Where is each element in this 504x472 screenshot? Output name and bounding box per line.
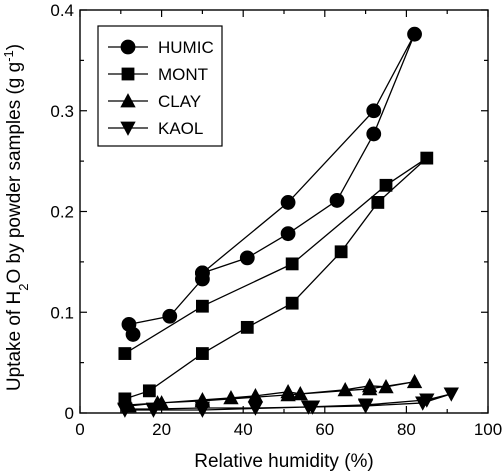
data-point-humic: [194, 265, 210, 281]
data-point-mont: [379, 178, 393, 192]
data-point-mont: [195, 299, 209, 313]
data-point-humic: [366, 103, 382, 119]
data-point-mont: [285, 257, 299, 271]
x-axis-label: Relative humidity (%): [194, 451, 374, 472]
data-point-humic: [280, 226, 296, 242]
axes-layer: 0 20 40 60 80 100 0 0.1 0.2 0.3 0.4: [50, 1, 502, 439]
legend-marker-humic: [120, 39, 136, 55]
data-point-clay: [280, 387, 296, 402]
legend-label-kaol: KAOL: [158, 119, 203, 138]
series-humic: [121, 26, 422, 342]
series-line-mont: [124, 157, 428, 400]
y-tick-label: 0.2: [50, 203, 74, 222]
y-axis-label-sup: -1: [1, 50, 16, 62]
legend-marker-clay: [120, 93, 136, 108]
y-tick-label: 0.3: [50, 102, 74, 121]
legend-label-humic: HUMIC: [158, 38, 214, 57]
legend-label-clay: CLAY: [158, 92, 201, 111]
y-tick-label: 0.1: [50, 303, 74, 322]
data-point-clay: [223, 390, 239, 405]
data-point-kaol: [357, 398, 374, 413]
data-point-clay: [362, 380, 378, 396]
x-tick-label: 80: [397, 420, 416, 439]
x-tick-label: 100: [474, 420, 502, 439]
data-point-mont: [420, 151, 434, 165]
series-line-kaol: [124, 393, 452, 411]
y-tick-label: 0: [65, 404, 74, 423]
data-point-kaol: [247, 401, 264, 416]
series-line-clay: [128, 381, 415, 407]
series-layer: [117, 26, 459, 418]
data-point-humic: [121, 316, 137, 332]
y-axis-label-part-3: ): [4, 44, 25, 50]
x-tick-label: 0: [75, 420, 84, 439]
data-point-kaol: [117, 403, 133, 418]
data-point-mont: [334, 245, 348, 259]
data-point-mont: [371, 196, 385, 209]
series-kaol: [117, 387, 459, 418]
legend-label-mont: MONT: [158, 65, 208, 84]
legend-marker-mont: [121, 67, 135, 81]
y-axis-label-sub: 2: [16, 284, 31, 291]
data-point-clay: [337, 381, 353, 397]
y-axis-label-part-1: Uptake of H: [4, 291, 25, 391]
data-point-kaol: [300, 400, 317, 415]
data-point-humic: [407, 26, 422, 42]
data-point-humic: [366, 126, 382, 142]
data-point-humic: [280, 195, 296, 210]
data-point-mont: [285, 296, 299, 310]
legend-marker-kaol: [120, 121, 136, 136]
data-point-humic: [239, 250, 255, 266]
data-point-clay: [406, 373, 423, 389]
data-point-mont: [195, 347, 209, 360]
data-point-clay: [292, 386, 308, 401]
y-axis-label: Uptake of H2O by powder samples (g g-1): [1, 44, 31, 391]
data-point-humic: [329, 193, 345, 208]
x-tick-label: 60: [315, 420, 334, 439]
x-tick-label: 40: [234, 420, 253, 439]
data-point-mont: [240, 320, 254, 334]
x-tick-label: 20: [152, 420, 171, 439]
data-point-kaol: [145, 403, 162, 418]
legend-box: [97, 25, 223, 147]
data-point-kaol: [443, 387, 459, 402]
data-point-mont: [142, 384, 156, 398]
data-point-kaol: [419, 393, 435, 408]
y-tick-label: 0.4: [50, 1, 74, 20]
series-mont: [118, 151, 434, 406]
legend: HUMIC MONT CLAY KAOL: [97, 25, 223, 147]
data-point-clay: [378, 378, 394, 394]
data-point-kaol: [194, 403, 211, 418]
series-clay: [121, 373, 423, 413]
data-point-mont: [118, 347, 132, 360]
y-axis-label-part-2: O by powder samples (g g: [4, 62, 25, 284]
data-point-humic: [162, 308, 178, 324]
